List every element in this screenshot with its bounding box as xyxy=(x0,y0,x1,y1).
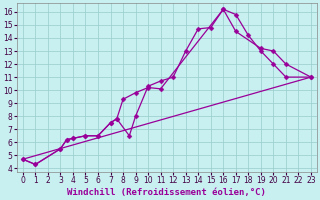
X-axis label: Windchill (Refroidissement éolien,°C): Windchill (Refroidissement éolien,°C) xyxy=(68,188,266,197)
